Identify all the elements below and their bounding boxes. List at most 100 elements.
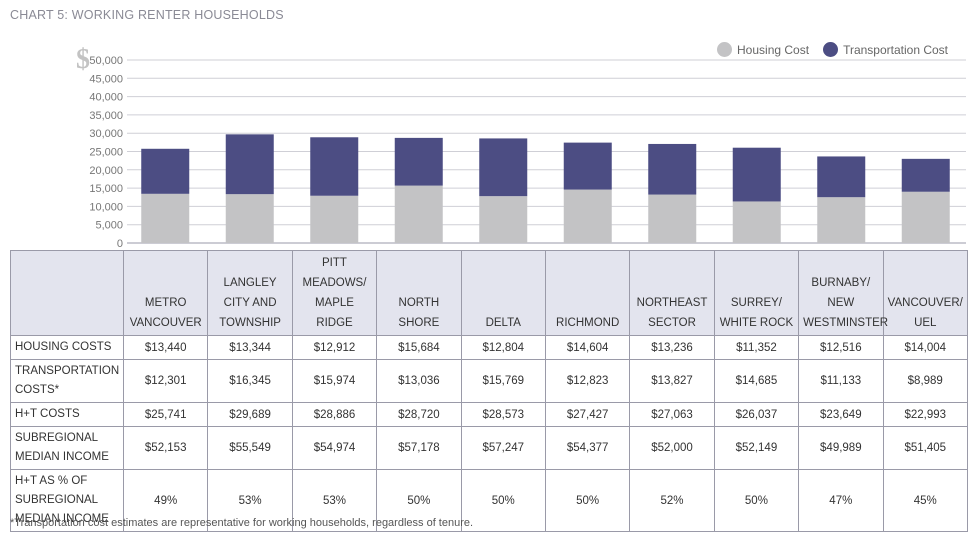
table-cell: $27,427 — [544, 402, 631, 427]
y-tick-label: 25,000 — [89, 147, 123, 159]
column-header: PITT MEADOWS/MAPLE RIDGE — [291, 250, 378, 336]
column-header-line: NEW — [827, 297, 855, 309]
table-cell: $51,405 — [882, 426, 969, 470]
legend-swatch-housing — [717, 42, 733, 57]
table-cell: $14,685 — [713, 359, 800, 403]
bar-segment-transportation — [479, 138, 528, 197]
table-cell: $15,974 — [291, 359, 378, 403]
table-cell: $28,886 — [291, 402, 378, 427]
y-tick-label: 45,000 — [89, 73, 123, 85]
column-header-line: RICHMOND — [556, 317, 620, 329]
row-label: SUBREGIONAL MEDIAN INCOME — [10, 426, 124, 470]
column-header-line: SECTOR — [648, 317, 696, 329]
table-row: H+T AS % OF SUBREGIONAL MEDIAN INCOME 49% 53… — [10, 469, 969, 532]
table-header-row: METRO VANCOUVER LANGLEY CITY AND TOWNSHIP PIT… — [10, 250, 969, 336]
column-header-line: BURNABY/ — [811, 277, 871, 289]
bar-segment-housing — [563, 189, 612, 243]
table-cell: $13,344 — [207, 335, 293, 360]
bar-segment-housing — [732, 201, 781, 243]
chart-legend: Housing Cost Transportation Cost — [717, 42, 948, 57]
column-header: NORTHEAST SECTOR — [629, 250, 715, 336]
table-cell: 50% — [376, 469, 462, 532]
y-tick-label: 40,000 — [89, 92, 123, 104]
bar-segment-transportation — [563, 142, 612, 190]
y-tick-label: 0 — [117, 238, 123, 250]
row-label-line: COSTS* — [15, 384, 60, 396]
table-corner-cell — [10, 250, 124, 336]
table-cell: $28,720 — [376, 402, 462, 427]
row-label: HOUSING COSTS — [10, 335, 124, 360]
row-label-line: SUBREGIONAL — [15, 494, 99, 506]
table-cell: $57,178 — [376, 426, 462, 470]
table-row: HOUSING COSTS $13,440 $13,344 $12,912 $15,68… — [10, 335, 969, 360]
row-label-line: H+T COSTS — [15, 408, 80, 420]
column-header-line: NORTHEAST — [636, 297, 708, 309]
table-cell: 50% — [544, 469, 631, 532]
column-header-line: WHITE ROCK — [719, 317, 794, 329]
bar-segment-housing — [394, 185, 443, 243]
y-tick-label: 50,000 — [89, 55, 123, 67]
footnote: *Transportation cost estimates are repre… — [10, 517, 474, 529]
column-header-line: NORTH — [398, 297, 440, 309]
table-cell: $55,549 — [207, 426, 293, 470]
column-header: DELTA — [460, 250, 546, 336]
column-header-line: WESTMINSTER — [803, 317, 889, 329]
stacked-bar-chart: 0 5,000 10,000 15,000 20,000 25,000 30,000 35,0… — [89, 55, 966, 250]
table-cell: $28,573 — [460, 402, 546, 427]
table-cell: $52,149 — [713, 426, 800, 470]
column-header: NORTH SHORE — [376, 250, 462, 336]
column-header-line: METRO — [144, 297, 187, 309]
table-row: H+T COSTS $25,741 $29,689 $28,886 $28,720 $28… — [10, 402, 969, 427]
table-cell: $8,989 — [882, 359, 969, 403]
table-cell: $29,689 — [207, 402, 293, 427]
column-header: SURREY/WHITE ROCK — [713, 250, 800, 336]
table-cell: $52,000 — [629, 426, 715, 470]
column-header-line: CITY AND — [223, 297, 277, 309]
table-cell: $15,769 — [460, 359, 546, 403]
table-cell: $13,236 — [629, 335, 715, 360]
table-cell: $12,804 — [460, 335, 546, 360]
table-cell: $49,989 — [798, 426, 884, 470]
table-cell: $57,247 — [460, 426, 546, 470]
column-header-line: VANCOUVER/ — [887, 297, 963, 309]
column-header: METRO VANCOUVER — [122, 250, 209, 336]
bar-segment-housing — [479, 196, 528, 243]
bar-segment-housing — [141, 193, 190, 243]
column-header-line: SHORE — [398, 317, 440, 329]
bar-segment-transportation — [648, 143, 697, 195]
column-header: LANGLEY CITY AND TOWNSHIP — [207, 250, 293, 336]
column-header-line: UEL — [914, 317, 937, 329]
table-cell: 50% — [713, 469, 800, 532]
row-label-line: TRANSPORTATION — [15, 365, 120, 377]
column-header-line: LANGLEY — [223, 277, 277, 289]
legend-item-housing: Housing Cost — [717, 42, 809, 57]
table-cell: $52,153 — [122, 426, 209, 470]
column-header-line: TOWNSHIP — [219, 317, 281, 329]
table-cell: $12,301 — [122, 359, 209, 403]
table-cell: $27,063 — [629, 402, 715, 427]
table-cell: 45% — [882, 469, 969, 532]
bar-segment-transportation — [901, 158, 950, 192]
table-cell: $11,352 — [713, 335, 800, 360]
column-header-line: MEADOWS/ — [302, 277, 367, 289]
y-tick-label: 15,000 — [89, 183, 123, 195]
column-header-line: PITT — [322, 257, 347, 269]
table-cell: $54,974 — [291, 426, 378, 470]
y-tick-label: 10,000 — [89, 201, 123, 213]
table-cell: $25,741 — [122, 402, 209, 427]
table-cell: 52% — [629, 469, 715, 532]
row-label: H+T AS % OF SUBREGIONAL MEDIAN INCOME — [10, 469, 124, 532]
bar-segment-transportation — [225, 134, 274, 195]
table-cell: $15,684 — [376, 335, 462, 360]
table-row: SUBREGIONAL MEDIAN INCOME $52,153 $55,549 $5… — [10, 426, 969, 470]
row-label-line: MEDIAN INCOME — [15, 513, 109, 525]
column-header: BURNABY/NEW WESTMINSTER — [798, 250, 888, 336]
table-cell: $11,133 — [798, 359, 884, 403]
chart-title: CHART 5: WORKING RENTER HOUSEHOLDS — [10, 8, 284, 22]
legend-label-housing: Housing Cost — [737, 42, 810, 57]
table-cell: 49% — [122, 469, 209, 532]
row-label-line: H+T AS % OF — [15, 475, 88, 487]
y-tick-label: 35,000 — [89, 110, 123, 122]
bar-segment-housing — [817, 197, 866, 243]
bar-segment-housing — [901, 191, 950, 243]
